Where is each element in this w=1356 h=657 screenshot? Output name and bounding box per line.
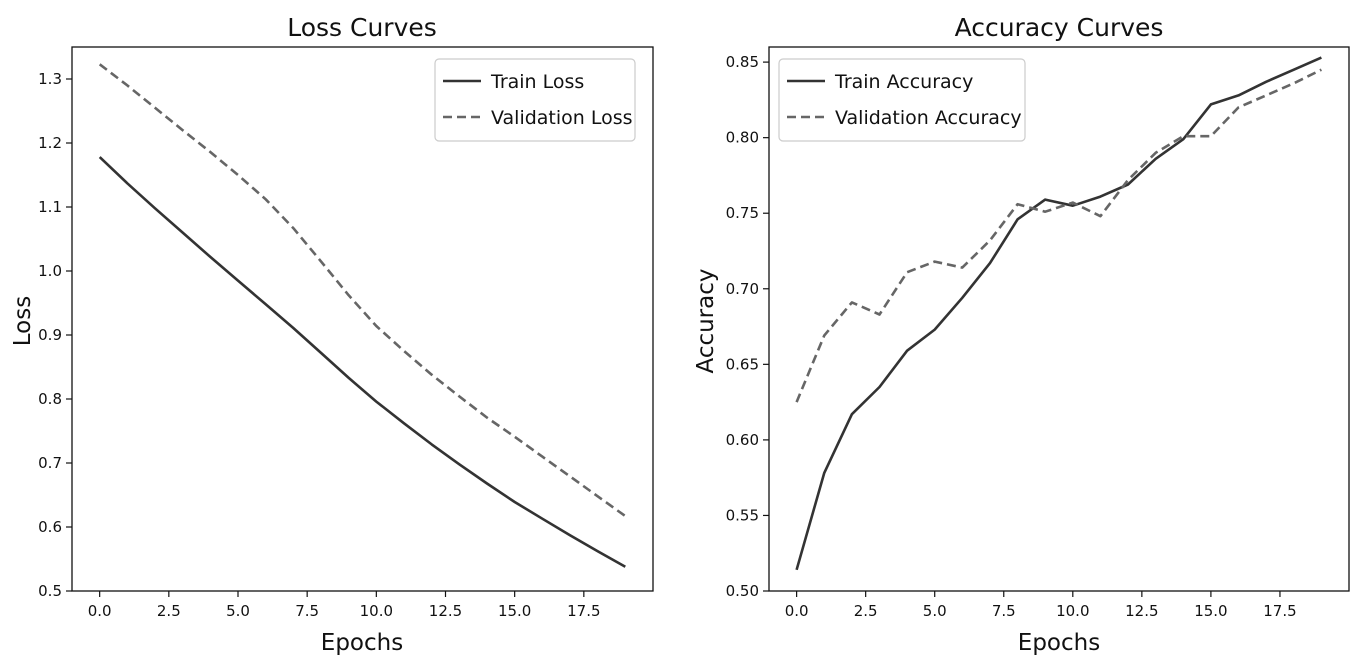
loss-x-axis-label: Epochs (321, 630, 403, 656)
loss-y-tick-label: 1.2 (38, 134, 62, 152)
loss-x-tick-label: 15.0 (498, 602, 531, 620)
accuracy-legend-label: Validation Accuracy (835, 107, 1022, 129)
loss-y-tick-label: 0.9 (38, 326, 62, 344)
loss-plot-frame (71, 46, 654, 592)
loss-y-tick-label: 1.1 (38, 198, 62, 216)
accuracy-y-tick-label: 0.50 (726, 582, 759, 600)
loss-y-tick-label: 0.6 (38, 518, 62, 536)
accuracy-plot-area: 0.0 2.5 5.0 7.5 10.0 12.5 15.0 17.5 0.50 0.55 0.60… (726, 46, 1350, 620)
loss-y-tick-label: 0.7 (38, 454, 62, 472)
accuracy-legend: Train Accuracy Validation Accuracy (778, 58, 1026, 142)
accuracy-x-tick-label: 10.0 (1056, 602, 1089, 620)
loss-chart: Loss Curves Epochs Loss 0.0 2.5 5.0 7.5 10.0… (10, 13, 654, 656)
loss-x-tick-label: 10.0 (360, 602, 393, 620)
accuracy-x-tick-label: 7.5 (992, 602, 1016, 620)
accuracy-x-tick-label: 2.5 (854, 602, 878, 620)
loss-y-tick-label: 0.5 (38, 582, 62, 600)
accuracy-series-train-line (795, 56, 1322, 571)
accuracy-chart: Accuracy Curves Epochs Accuracy 0.0 2.5 5.… (693, 13, 1350, 656)
accuracy-y-tick-label: 0.70 (726, 280, 759, 298)
loss-x-tick-label: 12.5 (429, 602, 462, 620)
accuracy-x-tick-label: 17.5 (1263, 602, 1296, 620)
loss-plot-area: 0.0 2.5 5.0 7.5 10.0 12.5 15.0 17.5 0.5 0.6 0.7 0.8… (38, 46, 654, 620)
loss-legend-label: Train Loss (490, 71, 584, 93)
accuracy-x-tick-label: 0.0 (785, 602, 809, 620)
accuracy-y-axis-label: Accuracy (693, 268, 719, 373)
loss-x-tick-label: 17.5 (567, 602, 600, 620)
loss-y-axis-label: Loss (10, 296, 36, 346)
accuracy-chart-title: Accuracy Curves (955, 13, 1164, 42)
accuracy-x-tick-label: 15.0 (1194, 602, 1227, 620)
accuracy-y-tick-label: 0.85 (726, 53, 759, 71)
loss-x-tick-label: 7.5 (295, 602, 319, 620)
loss-y-tick-label: 1.0 (38, 262, 62, 280)
accuracy-y-tick-label: 0.75 (726, 204, 759, 222)
accuracy-y-tick-label: 0.60 (726, 431, 759, 449)
accuracy-legend-label: Train Accuracy (834, 71, 973, 93)
accuracy-plot-frame (768, 46, 1350, 592)
accuracy-x-axis-label: Epochs (1018, 630, 1100, 656)
accuracy-x-tick-label: 12.5 (1125, 602, 1158, 620)
accuracy-y-tick-label: 0.65 (726, 355, 759, 373)
loss-series-validation-line (98, 63, 627, 518)
loss-y-tick-label: 1.3 (38, 70, 62, 88)
loss-y-tick-label: 0.8 (38, 390, 62, 408)
accuracy-legend-box (778, 58, 1026, 142)
loss-x-tick-label: 2.5 (157, 602, 181, 620)
loss-legend: Train Loss Validation Loss (434, 58, 636, 142)
loss-legend-label: Validation Loss (491, 107, 633, 129)
accuracy-x-tick-label: 5.0 (923, 602, 947, 620)
loss-x-tick-label: 0.0 (88, 602, 112, 620)
accuracy-series-validation-line (795, 68, 1322, 403)
loss-series-train-line (98, 156, 626, 568)
loss-legend-box (434, 58, 636, 142)
accuracy-y-tick-label: 0.55 (726, 506, 759, 524)
loss-x-tick-label: 5.0 (226, 602, 250, 620)
loss-chart-title: Loss Curves (287, 13, 437, 42)
accuracy-y-tick-label: 0.80 (726, 129, 759, 147)
